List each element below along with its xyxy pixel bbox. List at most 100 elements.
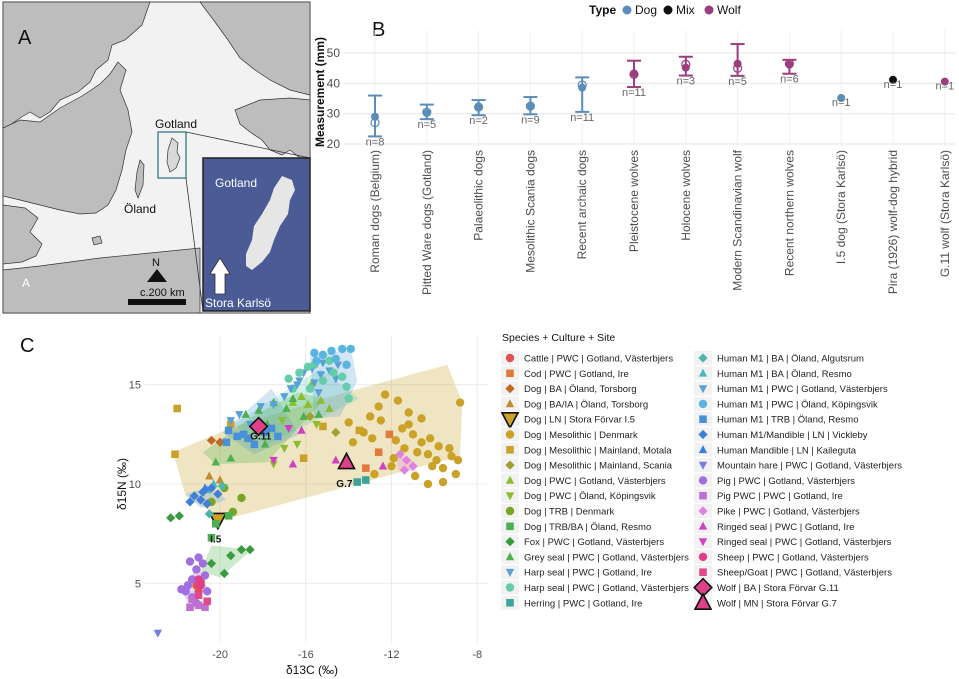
panel-c-point-human-m1-pwc-gotland-v-sterbjers	[280, 393, 289, 402]
gotland-highlight-box	[157, 131, 187, 179]
panel-c-point-dog-pwc-land-k-pingsvik	[312, 421, 321, 430]
panel-b-x-tick-i-5-dog-stora-karls: I.5 dog (Stora Karlsö)	[834, 150, 848, 264]
panel-c-legend-key-sheep-pwc-gotland-v-sterbjers	[698, 552, 708, 562]
panel-c-point-dog-mesolithic-denmark	[438, 463, 448, 473]
panel-b-n-label: n=11	[570, 112, 594, 124]
panel-c-point-human-m1-mandible-ln-vickleby	[213, 489, 223, 499]
panel-c-legend-key-wolf-mn-stora-f-rvar-g-7	[693, 592, 713, 611]
panel-b-y-ticks: 20 30 40 50	[327, 46, 341, 151]
panel-c-point-human-m1-pwc-land-k-pingsvik	[327, 346, 336, 356]
map-label-oland: Öland	[124, 202, 156, 216]
panel-c-legend-label-harp-seal-pwc-gotland-v-sterbjers: Harp seal | PWC | Gotland, Västerbjers	[524, 583, 689, 594]
panel-c-legend-label-dog-trb-denmark: Dog | TRB | Denmark	[524, 507, 615, 518]
panel-c-point-grey-seal-pwc-gotland-v-sterbjers	[282, 403, 291, 412]
panel-c-point-fox-pwc-gotland-v-sterbjers	[219, 568, 229, 579]
panel-b-legend-key-mix	[663, 5, 673, 15]
panel-c-point-harp-seal-pwc-gotland-v-sterbjers	[344, 394, 353, 403]
inset-gotland-island	[246, 176, 295, 270]
panel-c-point-human-m1-pwc-land-k-pingsvik	[342, 360, 351, 370]
panel-c-annotation-g-11: G.11	[250, 431, 272, 442]
panel-c-point-dog-mesolithic-mainland-motala	[299, 454, 308, 462]
panel-c-legend-label-cattle-pwc-gotland-v-sterbjers: Cattle | PWC | Gotland, Västerbjers	[524, 354, 673, 365]
panel-c-y-tick-label: 15	[129, 380, 141, 392]
panel-b-n-label: n=2	[469, 115, 488, 127]
panel-c-legend-key-human-m1-trb-land-resmo	[699, 415, 707, 423]
panel-c-legend-key-pike-pwc-gotland-v-sterbjers	[698, 506, 708, 516]
map-land-sweden	[2, 61, 133, 215]
panel-b-n-label: n=6	[780, 74, 799, 86]
panel-c-point-dog-trb-ba-land-resmo	[207, 533, 216, 542]
panel-c-point-fox-pwc-gotland-v-sterbjers	[174, 511, 184, 521]
panel-c-point-harp-seal-pwc-gotland-v-sterbjers	[303, 362, 313, 371]
panel-c-legend-label-sheep-pwc-gotland-v-sterbjers: Sheep | PWC | Gotland, Västerbjers	[717, 552, 869, 563]
panel-c-legend-key-dog-ba-ia-land-torsborg	[505, 399, 515, 408]
panel-c-point-ringed-seal-pwc-gotland-ire	[331, 455, 340, 464]
panel-c-legend-label-dog-ba-land-torsborg: Dog | BA | Öland, Torsborg	[524, 384, 637, 395]
panel-c-legend-label-human-mandible-ln-kaileguta: Human Mandible | LN | Kaileguta	[717, 445, 857, 456]
panel-b-x-tick-recent-northern-wolves: Recent northern wolves	[782, 150, 796, 276]
panel-b-x-tick-pitted-ware-dogs-gotland: Pitted Ware dogs (Gotland)	[420, 150, 434, 295]
panel-c-point-grey-seal-pwc-gotland-v-sterbjers	[254, 405, 263, 414]
panel-b-y-tick-label: 40	[327, 76, 341, 90]
panel-c-point-dog-mesolithic-denmark	[393, 396, 403, 405]
panel-c-legend-label-dog-ba-ia-land-torsborg: Dog | BA/IA | Öland, Torsborg	[524, 399, 648, 410]
panel-c-x-axis-label: δ13C (‰)	[286, 663, 338, 677]
panel-c-y-axis-label: δ15N (‰)	[115, 458, 129, 510]
panel-c-point-dog-mesolithic-mainland-scania	[331, 427, 341, 437]
panel-c-point-pig-pwc-gotland-v-sterbjers	[198, 559, 208, 568]
panel-c-point-dog-mesolithic-denmark	[428, 461, 437, 471]
panel-c-point-dog-mesolithic-mainland-motala	[173, 404, 181, 413]
panel-c-point-human-m1-trb-land-resmo	[233, 432, 241, 441]
panel-c-point-dog-pwc-land-k-pingsvik	[293, 440, 302, 449]
panel-c-point-cod-pwc-gotland-ire	[385, 430, 394, 439]
panel-c-legend-label-grey-seal-pwc-gotland-v-sterbjers: Grey seal | PWC | Gotland, Västerbjers	[524, 552, 689, 563]
panel-c-point-human-m1-ba-land-algutsrum	[217, 481, 227, 491]
panel-c-point-human-m1-pwc-land-k-pingsvik	[331, 354, 340, 364]
north-label: N	[152, 257, 160, 269]
panel-c-point-dog-mesolithic-denmark	[404, 408, 413, 417]
panel-c-point-dog-trb-ba-land-resmo	[224, 512, 233, 520]
panel-c-point-harp-seal-pwc-gotland-v-sterbjers	[305, 384, 315, 393]
panel-c-legend-label-human-m1-ba-land-algutsrum: Human M1 | BA | Öland, Algutsrum	[717, 354, 864, 365]
panel-c-point-human-m1-trb-land-resmo	[222, 438, 231, 447]
map-land-baltics	[234, 97, 311, 161]
panel-c-point-human-m1-mandible-ln-vickleby	[196, 495, 206, 505]
panel-c-point-grey-seal-pwc-gotland-v-sterbjers	[314, 409, 323, 418]
panel-c-point-pig-pwc-pwc-gotland-ire	[186, 603, 194, 612]
panel-c-x-tick-label: -16	[298, 649, 314, 661]
panel-c-point-ringed-seal-pwc-gotland-ire	[288, 459, 298, 468]
panel-c-legend-label-pig-pwc-gotland-v-sterbjers: Pig | PWC | Gotland, Västerbjers	[717, 476, 855, 487]
panel-c-point-dog-mesolithic-denmark	[434, 442, 443, 451]
panel-c-point-pig-pwc-pwc-gotland-ire	[194, 601, 203, 610]
panel-c-point-human-m1-pwc-gotland-v-sterbjers	[226, 417, 235, 426]
panel-c-point-dog-mesolithic-denmark	[453, 455, 463, 465]
panel-c-legend-key-sheep-goat-pwc-gotland-v-sterbjers	[699, 568, 707, 576]
panel-c-point-dog-trb-ba-land-resmo	[211, 519, 220, 528]
panel-c-point-dog-mesolithic-denmark	[398, 424, 407, 433]
panel-b-legend-title: Type	[589, 3, 616, 17]
panel-c-point-dog-pwc-gotland-v-sterbjers	[297, 391, 306, 400]
panel-c-point-mountain-hare-pwc-gotland-v-sterbjers	[153, 629, 163, 638]
panel-c-point-harp-seal-pwc-gotland-v-sterbjers	[325, 356, 334, 366]
panel-c-point-grey-seal-pwc-gotland-v-sterbjers	[299, 411, 308, 420]
panel-c-point-human-mandible-ln-kaileguta	[200, 483, 210, 492]
panel-c-legend-label-human-m1-ba-land-resmo: Human M1 | BA | Öland, Resmo	[717, 369, 852, 380]
panel-b-n-label: n=3	[676, 76, 695, 88]
panel-c-point-dog-mesolithic-denmark	[387, 461, 396, 471]
panel-c-point-harp-seal-pwc-gotland-ire	[316, 371, 325, 380]
panel-c-legend-label-dog-mesolithic-mainland-motala: Dog | Mesolithic | Mainland, Motala	[524, 445, 672, 456]
panel-b-y-axis-label: Measurement (mm)	[313, 37, 327, 147]
panel-c-point-dog-mesolithic-denmark	[400, 444, 409, 453]
panel-b-point-mesolithic-scania-dogs	[526, 101, 535, 110]
panel-b-point-holocene-wolves	[681, 63, 690, 72]
panel-b: B Type Dog Mix Wolf 20 30 40 50 Measurement (m…	[313, 3, 955, 295]
panel-b-point-g-11-wolf-stora-karls	[940, 77, 949, 86]
panel-c-legend-label-dog-pwc-gotland-v-sterbjers: Dog | PWC | Gotland, Västerbjers	[524, 476, 666, 487]
panel-c-legend-key-human-m1-mandible-ln-vickleby	[698, 429, 708, 440]
panel-c: C G.11 G.7 I.5 -20 -16 -12 -8 5 10 15 δ13C (‰) δ…	[20, 332, 902, 677]
panel-c-point-ringed-seal-pwc-gotland-ire	[378, 461, 388, 470]
panel-c-point-pig-pwc-gotland-v-sterbjers	[177, 585, 186, 594]
panel-c-point-dog-mesolithic-denmark	[438, 477, 448, 487]
panel-c-point-grey-seal-pwc-gotland-v-sterbjers	[260, 439, 270, 448]
